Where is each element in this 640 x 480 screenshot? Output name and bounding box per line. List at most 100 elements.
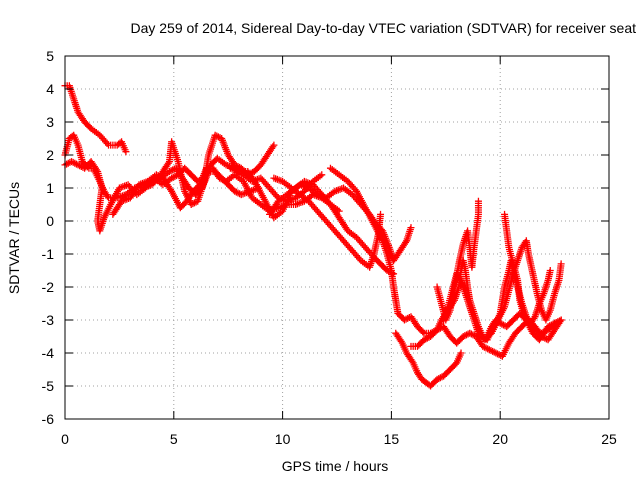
data-point [530, 314, 538, 322]
y-tick-label: 2 [46, 147, 54, 163]
data-point [400, 316, 408, 324]
data-point [557, 260, 565, 268]
data-point [487, 347, 495, 355]
y-tick-label: -4 [42, 345, 55, 361]
data-point [474, 197, 482, 205]
y-tick-label: -5 [42, 378, 55, 394]
data-point [69, 158, 77, 166]
data-point [217, 175, 225, 183]
data-point [462, 331, 470, 339]
data-point [467, 330, 475, 338]
data-point [71, 159, 79, 167]
data-point [490, 348, 498, 356]
data-point [168, 174, 176, 182]
data-layer [61, 82, 565, 390]
data-point [122, 148, 130, 156]
data-point [544, 323, 552, 331]
data-point [213, 132, 221, 140]
data-point [480, 343, 488, 351]
data-point [469, 331, 477, 339]
data-point [214, 133, 222, 141]
data-point [232, 162, 240, 170]
x-tick-label: 20 [492, 431, 508, 447]
grid-layer [65, 56, 609, 419]
data-point [190, 199, 198, 207]
data-point [231, 161, 239, 169]
data-point [72, 160, 80, 168]
data-point [76, 162, 84, 170]
y-axis-label: SDTVAR / TECUs [6, 182, 22, 294]
data-point [318, 171, 326, 179]
series-track-1 [61, 82, 130, 156]
data-point [498, 320, 506, 328]
data-point [171, 172, 179, 180]
data-point [232, 188, 240, 196]
data-point [156, 172, 164, 180]
data-point [492, 349, 500, 357]
y-tick-label: -6 [42, 411, 55, 427]
data-point [549, 320, 557, 328]
data-point [489, 347, 497, 355]
x-tick-label: 5 [170, 431, 178, 447]
data-point [103, 139, 111, 147]
data-point [420, 336, 428, 344]
data-point [211, 131, 219, 139]
y-tick-label: 1 [46, 180, 54, 196]
data-point [169, 173, 177, 181]
data-point [154, 172, 162, 180]
x-tick-label: 25 [601, 431, 617, 447]
data-point [555, 317, 563, 325]
data-point [231, 187, 239, 195]
plot-frame [64, 55, 610, 420]
data-point [461, 332, 469, 340]
data-point [377, 210, 385, 218]
data-point [164, 159, 172, 167]
series-track-7 [270, 174, 385, 271]
y-tick-label: 5 [46, 48, 54, 64]
y-tick-label: 3 [46, 114, 54, 130]
series-track-15 [483, 309, 565, 344]
data-point [63, 160, 71, 168]
data-point [551, 319, 559, 327]
series-track-8 [266, 177, 398, 278]
data-point [234, 189, 242, 197]
data-point [423, 334, 431, 342]
y-tick-label: -3 [42, 312, 55, 328]
data-point [496, 319, 504, 327]
data-point [457, 349, 465, 357]
data-point [408, 357, 416, 365]
data-point [435, 375, 443, 383]
data-point [433, 375, 441, 383]
series-track-9 [326, 164, 565, 360]
data-point [402, 238, 410, 246]
data-point [484, 345, 492, 353]
y-tick-label: -1 [42, 246, 55, 262]
data-point [167, 167, 175, 175]
x-tick-label: 10 [275, 431, 291, 447]
data-point [74, 161, 82, 169]
data-point [93, 166, 101, 174]
data-point [407, 224, 415, 232]
data-point [485, 346, 493, 354]
data-point [456, 275, 464, 283]
data-point [479, 342, 487, 350]
series-track-14 [501, 210, 559, 337]
data-point [466, 329, 474, 337]
data-point [459, 333, 467, 340]
data-point [189, 200, 197, 208]
data-point [557, 316, 565, 324]
y-tick-label: -2 [42, 279, 55, 295]
data-point [546, 267, 554, 274]
data-point [422, 335, 430, 343]
data-point [68, 158, 76, 166]
series-track-12 [433, 197, 482, 324]
x-tick-label: 15 [384, 431, 400, 447]
data-point [397, 337, 405, 345]
x-axis-label: GPS time / hours [282, 458, 389, 474]
data-point [546, 322, 554, 330]
data-point [64, 159, 72, 167]
x-tick-label: 0 [61, 431, 69, 447]
y-tick-label: 0 [46, 213, 54, 229]
